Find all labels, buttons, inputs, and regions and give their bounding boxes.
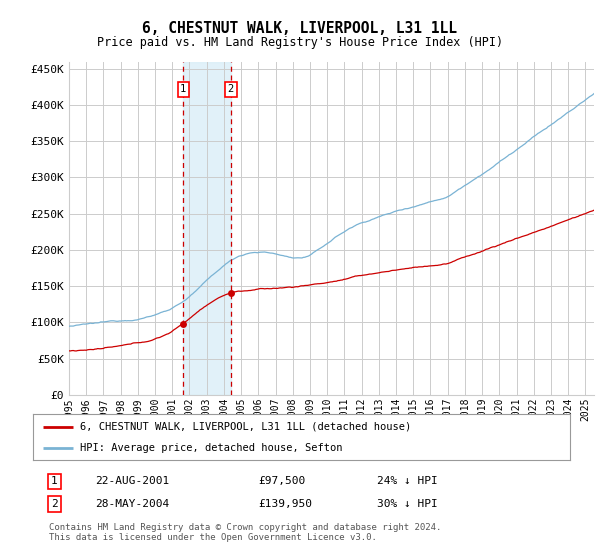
Text: 2: 2 — [227, 84, 234, 94]
Text: HPI: Average price, detached house, Sefton: HPI: Average price, detached house, Seft… — [80, 443, 343, 453]
Text: 28-MAY-2004: 28-MAY-2004 — [95, 499, 169, 508]
Text: £97,500: £97,500 — [259, 477, 306, 487]
Text: 6, CHESTNUT WALK, LIVERPOOL, L31 1LL: 6, CHESTNUT WALK, LIVERPOOL, L31 1LL — [143, 21, 458, 36]
Text: £139,950: £139,950 — [259, 499, 313, 508]
Text: Price paid vs. HM Land Registry's House Price Index (HPI): Price paid vs. HM Land Registry's House … — [97, 36, 503, 49]
Text: 1: 1 — [180, 84, 187, 94]
Text: 1: 1 — [51, 477, 58, 487]
Text: 6, CHESTNUT WALK, LIVERPOOL, L31 1LL (detached house): 6, CHESTNUT WALK, LIVERPOOL, L31 1LL (de… — [80, 422, 412, 432]
Text: 22-AUG-2001: 22-AUG-2001 — [95, 477, 169, 487]
Text: Contains HM Land Registry data © Crown copyright and database right 2024.
This d: Contains HM Land Registry data © Crown c… — [49, 523, 442, 543]
Text: 30% ↓ HPI: 30% ↓ HPI — [377, 499, 437, 508]
Bar — [183, 62, 231, 395]
Text: 2: 2 — [51, 499, 58, 508]
Text: 24% ↓ HPI: 24% ↓ HPI — [377, 477, 437, 487]
